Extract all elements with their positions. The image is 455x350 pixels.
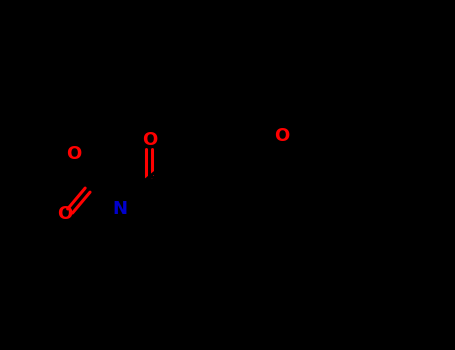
Text: O: O: [274, 127, 290, 145]
Text: N: N: [112, 199, 127, 218]
Text: O: O: [142, 131, 157, 149]
Text: O: O: [66, 145, 81, 163]
Text: O: O: [57, 205, 72, 223]
